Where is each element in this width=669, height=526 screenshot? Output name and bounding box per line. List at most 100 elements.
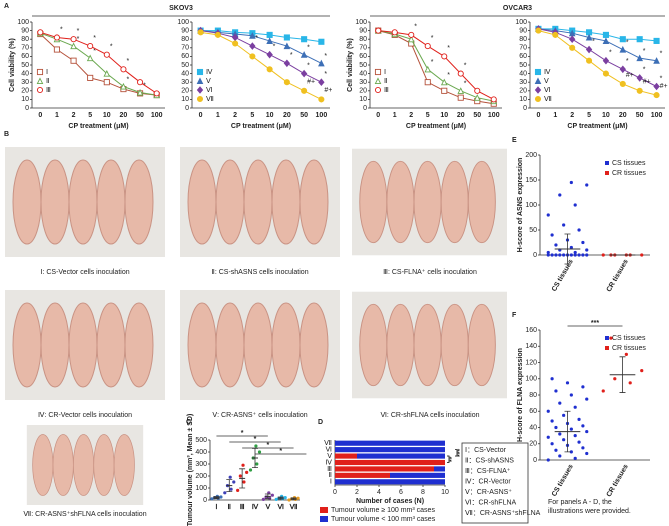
x-tick-label: 4 — [377, 489, 381, 496]
point — [70, 36, 77, 43]
y-tick-label: 30 — [519, 79, 527, 86]
x-tick-label: CS tissues — [551, 258, 575, 293]
significance-bracket — [455, 449, 458, 457]
y-tick-label: 140 — [525, 343, 537, 350]
y-tick-label: 120 — [525, 359, 537, 366]
key-entry: Ⅴ：CR-ASNS⁺ — [465, 489, 512, 496]
point — [565, 381, 570, 385]
point — [232, 480, 236, 484]
point-label: * — [660, 51, 663, 58]
point — [569, 393, 573, 397]
point — [577, 253, 581, 257]
point — [653, 57, 660, 64]
x-tick-label: 8 — [421, 489, 425, 496]
point — [546, 458, 550, 462]
y-tick-label: 60 — [529, 408, 537, 415]
key-entry: Ⅶ：CR-ASNS⁺shFLNA — [465, 510, 541, 517]
point-label: * — [77, 36, 80, 43]
x-tick-label: 1 — [553, 112, 557, 119]
point — [103, 69, 111, 77]
y-tick-label: 20 — [519, 88, 527, 95]
y-tick-label: 160 — [525, 327, 537, 334]
bar — [434, 466, 445, 472]
point — [270, 493, 274, 497]
point — [569, 245, 573, 250]
chart-title: SKOV3 — [169, 5, 193, 12]
x-tick-label: 2 — [355, 489, 359, 496]
x-tick-label: 20 — [457, 112, 465, 119]
point — [229, 487, 233, 491]
point-label: * — [431, 35, 434, 42]
series-line — [40, 32, 157, 96]
point — [585, 253, 589, 257]
y-tick-label: 100 — [525, 202, 537, 209]
point — [624, 352, 628, 356]
point — [266, 31, 273, 38]
photo-caption: Ⅴ: CR-ASNS⁺ cells inoculation — [212, 412, 307, 419]
error-bar — [239, 468, 246, 489]
point — [636, 54, 644, 62]
point — [408, 31, 415, 38]
point — [640, 369, 644, 373]
x-axis-label: CP treatment (μM) — [406, 123, 466, 130]
point — [440, 78, 448, 86]
photo — [352, 291, 507, 399]
legend-marker — [36, 68, 44, 76]
x-tick-label: 10 — [266, 112, 274, 119]
panel-label: C — [186, 419, 191, 426]
point-label: * — [643, 48, 646, 55]
legend-entry: Ⅲ — [384, 87, 389, 94]
point — [266, 50, 273, 59]
y-tick-label: 50 — [529, 227, 537, 234]
point — [255, 462, 259, 466]
point — [441, 87, 448, 94]
point — [153, 90, 160, 97]
y-tick-label: 90 — [519, 27, 527, 34]
point — [318, 78, 325, 87]
significance-mark: ** — [449, 456, 456, 462]
y-tick-label: 100 — [177, 19, 189, 26]
legend-marker — [534, 95, 542, 103]
error-bar — [619, 356, 626, 393]
bar — [357, 453, 445, 459]
point-label: * — [77, 28, 80, 35]
point — [214, 31, 221, 38]
point — [241, 463, 245, 467]
key-box — [461, 442, 529, 524]
y-tick-label: 400 — [195, 449, 207, 456]
y-tick-label: 40 — [181, 70, 189, 77]
photo — [5, 146, 165, 258]
series-line — [538, 28, 657, 87]
y-tick-label: 20 — [359, 88, 367, 95]
point-label: * — [324, 71, 327, 78]
point-label: #+ — [626, 72, 634, 79]
point — [490, 96, 497, 103]
x-tick-label: 2 — [72, 112, 76, 119]
significance-mark: * — [241, 430, 244, 437]
y-tick-label: 0 — [363, 105, 367, 112]
y-tick-label: Ⅶ — [324, 440, 332, 447]
point-label: * — [447, 45, 450, 52]
point — [569, 44, 576, 51]
legend-swatch — [605, 336, 609, 340]
point — [268, 496, 272, 500]
point — [391, 29, 398, 36]
point — [569, 253, 573, 257]
point — [300, 51, 308, 58]
legend-marker — [36, 86, 44, 94]
significance-mark: *** — [457, 449, 464, 457]
point — [550, 377, 554, 381]
y-tick-label: 30 — [181, 79, 189, 86]
x-tick-label: Ⅴ — [264, 503, 270, 511]
x-tick-label: CR tissues — [606, 258, 630, 293]
y-tick-label: 70 — [519, 45, 527, 52]
legend-entry: Ⅵ — [544, 87, 550, 94]
x-tick-label: 20 — [283, 112, 291, 119]
point — [636, 36, 643, 43]
y-tick-label: 500 — [195, 437, 207, 444]
point — [86, 54, 94, 62]
legend-entry: Ⅶ — [206, 96, 214, 103]
point — [550, 253, 554, 257]
legend-entry: Ⅱ — [46, 78, 49, 85]
panel-label: F — [512, 312, 517, 319]
